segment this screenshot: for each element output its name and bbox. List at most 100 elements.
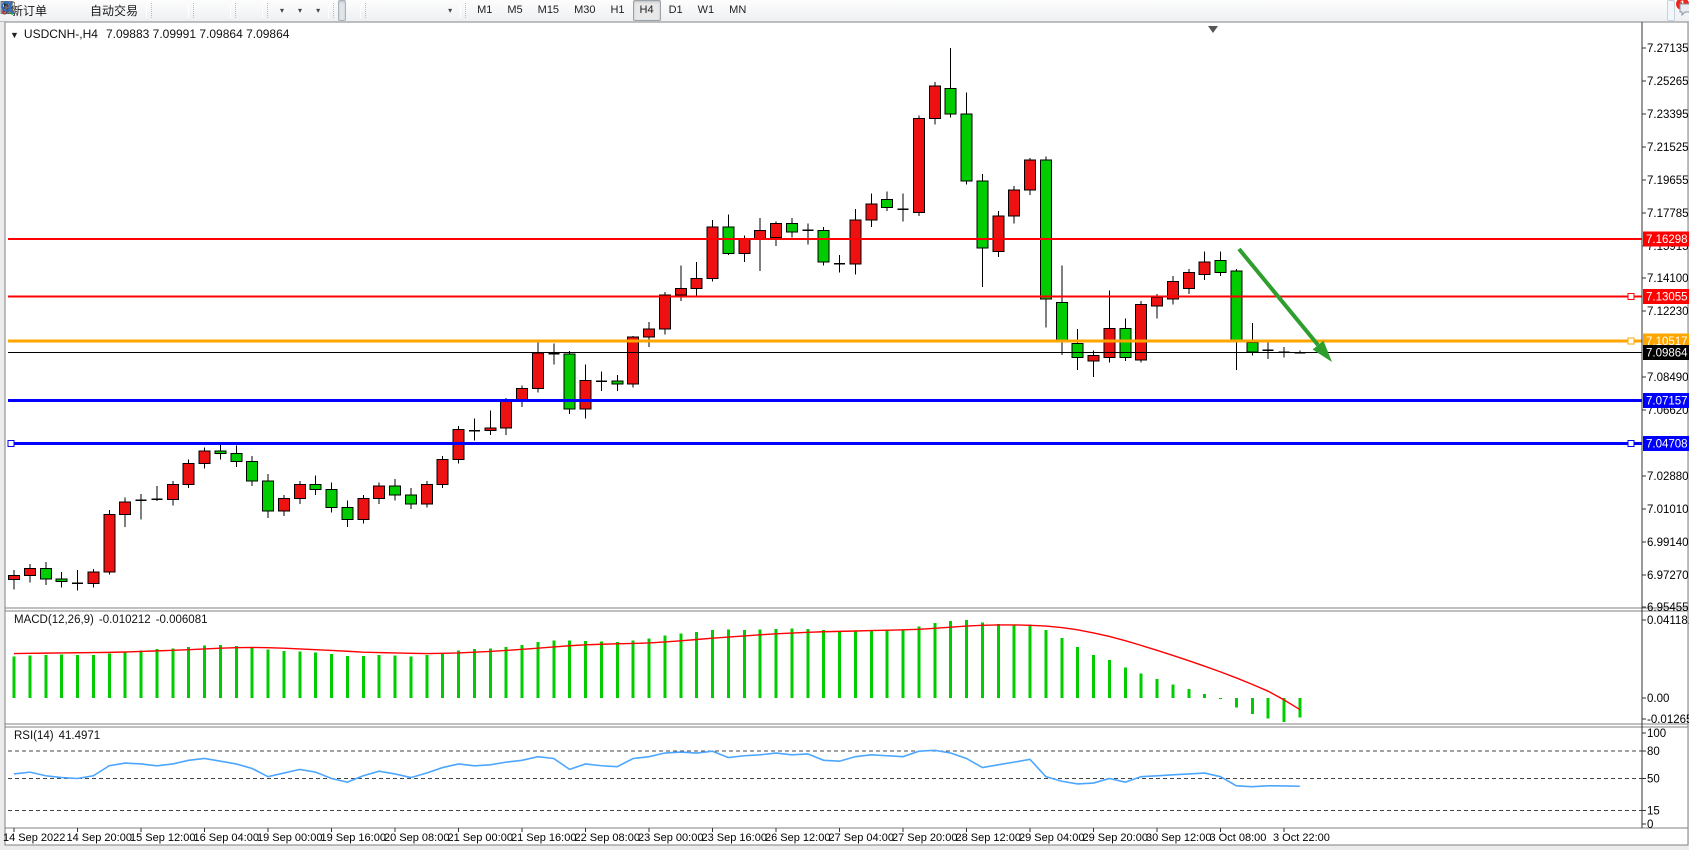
svg-text:100: 100 [1647, 728, 1666, 740]
current-price-tag [1643, 345, 1689, 361]
svg-text:28 Sep 12:00: 28 Sep 12:00 [956, 832, 1021, 844]
svg-text:23 Sep 16:00: 23 Sep 16:00 [702, 832, 767, 844]
timeframe-MN[interactable]: MN [729, 4, 747, 16]
tile-windows-button[interactable] [1, 0, 226, 21]
price-axis[interactable]: 7.27135 7.25265 7.23395 7.21525 7.19655 7.177… [1641, 22, 1689, 831]
svg-text:7.07157: 7.07157 [1646, 396, 1688, 408]
timeframe-D1[interactable]: D1 [668, 4, 683, 16]
svg-text:0.00: 0.00 [1647, 693, 1669, 705]
svg-text:14 Sep 20:00: 14 Sep 20:00 [67, 832, 132, 844]
horizontal-line-object[interactable] [8, 292, 1642, 300]
line-chart-button[interactable] [1, 0, 184, 21]
line-handle [1627, 337, 1635, 345]
cursor-tool-button[interactable] [4, 0, 347, 21]
svg-text:T: T [5, 3, 11, 13]
toolbar-separator [146, 3, 153, 18]
text-tool-button[interactable]: A [3, 0, 428, 21]
svg-text:27 Sep 04:00: 27 Sep 04:00 [829, 832, 894, 844]
trendline-tool-button[interactable] [1, 0, 398, 21]
svg-text:7.02880: 7.02880 [1647, 471, 1689, 483]
svg-text:7.17785: 7.17785 [1647, 208, 1689, 220]
arrows-tool-button[interactable]: ▾ [2, 0, 456, 21]
svg-text:7.25265: 7.25265 [1647, 76, 1689, 88]
horizontal-line-object[interactable] [8, 337, 1642, 345]
chart-shift-button[interactable] [1, 0, 258, 21]
new-order-label: 新订单 [11, 4, 48, 18]
search-button[interactable] [1, 0, 1675, 21]
trend-arrow-object[interactable] [1237, 247, 1332, 362]
chart-title-bar: ▼ USDCNH-,H4 7.09883 7.09991 7.09864 7.098… [10, 27, 289, 41]
svg-text:26 Sep 12:00: 26 Sep 12:00 [765, 832, 830, 844]
timeframe-M1[interactable]: M1 [477, 4, 493, 16]
collapse-triangle-icon[interactable]: ▼ [10, 30, 19, 40]
line-handle [1627, 440, 1635, 448]
dropdown-caret-icon: ▾ [448, 6, 453, 15]
toolbar-separator [360, 3, 367, 18]
svg-text:7.14100: 7.14100 [1647, 273, 1689, 285]
svg-text:7.10517: 7.10517 [1646, 336, 1688, 348]
chart-profile-button[interactable] [0, 0, 61, 21]
toolbar-separator [328, 3, 335, 18]
svg-text:19 Sep 00:00: 19 Sep 00:00 [257, 832, 322, 844]
periods-button[interactable]: ▾ [1, 0, 306, 21]
macd-signal-line [13, 624, 1301, 711]
svg-text:7.12230: 7.12230 [1647, 306, 1689, 318]
macd-signal-value: -0.006081 [155, 614, 208, 626]
svg-text:6.95455: 6.95455 [1647, 602, 1689, 614]
rsi-line [13, 749, 1300, 788]
horizontal-line-tool-button[interactable] [1, 0, 388, 21]
svg-text:7.16298: 7.16298 [1646, 234, 1688, 246]
svg-text:22 Sep 08:00: 22 Sep 08:00 [575, 832, 640, 844]
svg-text:14 Sep 2022: 14 Sep 2022 [3, 832, 65, 844]
svg-text:7.09864: 7.09864 [1646, 348, 1688, 360]
timeframe-H1[interactable]: H1 [610, 4, 625, 16]
svg-text:7.08490: 7.08490 [1647, 372, 1689, 384]
indicators-button[interactable]: ▾ [1, 0, 288, 21]
timeframe-M5[interactable]: M5 [507, 4, 523, 16]
svg-text:21 Sep 16:00: 21 Sep 16:00 [511, 832, 576, 844]
market-watch-button[interactable] [1, 0, 71, 21]
vertical-line-tool-button[interactable] [5, 0, 378, 21]
crosshair-tool-button[interactable] [1, 0, 356, 21]
macd-main-value: -0.010212 [98, 614, 151, 626]
timeframe-M15[interactable]: M15 [537, 4, 560, 16]
svg-text:80: 80 [1647, 746, 1660, 758]
equidistant-channel-tool-button[interactable]: E [1, 0, 408, 21]
svg-text:0.041181: 0.041181 [1647, 615, 1689, 627]
svg-text:7.19655: 7.19655 [1647, 175, 1689, 187]
macd-histogram [12, 620, 1302, 723]
fibonacci-tool-button[interactable]: F [1, 0, 418, 21]
svg-text:50: 50 [1647, 774, 1660, 786]
svg-text:16 Sep 04:00: 16 Sep 04:00 [194, 832, 259, 844]
chart-shift-marker[interactable] [1208, 26, 1218, 33]
notifications-button[interactable]: 1 [1675, 0, 1689, 21]
timeframe-W1[interactable]: W1 [697, 4, 715, 16]
zoom-out-button[interactable] [1, 0, 216, 21]
rsi-level-lines [8, 750, 1642, 811]
templates-button[interactable]: ▾ [1, 0, 324, 21]
auto-trading-button[interactable]: 自动交易 [0, 0, 142, 21]
toolbar-separator [230, 3, 237, 18]
timeframe-H4[interactable]: H4 [632, 0, 661, 21]
macd-signal [13, 624, 1301, 711]
ohlc-values: 7.09883 7.09991 7.09864 7.09864 [105, 27, 290, 41]
dropdown-caret-icon: ▾ [316, 6, 321, 15]
zoom-in-button[interactable] [1, 0, 206, 21]
line-handle [1627, 292, 1635, 300]
svg-text:6.99140: 6.99140 [1647, 537, 1689, 549]
timeframe-M30[interactable]: M30 [574, 4, 596, 16]
text-label-tool-button[interactable]: T [1, 0, 438, 21]
horizontal-line-object[interactable] [7, 440, 1642, 448]
auto-scroll-button[interactable] [2, 0, 248, 21]
candlestick-chart-button[interactable] [2, 0, 174, 21]
svg-text:29 Sep 04:00: 29 Sep 04:00 [1019, 832, 1084, 844]
svg-text:30 Sep 12:00: 30 Sep 12:00 [1146, 832, 1211, 844]
svg-text:7.21525: 7.21525 [1647, 142, 1689, 154]
level-price-tag [1643, 393, 1689, 409]
svg-text:-0.012659: -0.012659 [1647, 714, 1689, 726]
bar-chart-button[interactable] [2, 0, 164, 21]
signals-button[interactable] [2, 0, 81, 21]
